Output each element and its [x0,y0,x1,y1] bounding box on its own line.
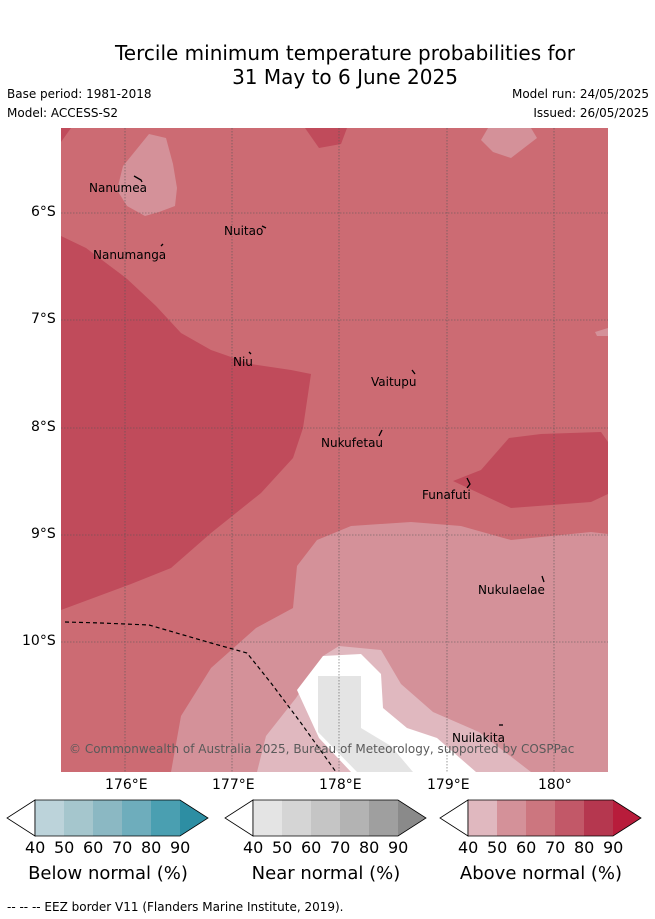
place-label-nukulaelae: Nukulaelae [478,583,545,597]
eez-legend-footer: -- -- -- EEZ border V11 (Flanders Marine… [7,900,344,914]
colorbar-segment [311,800,340,836]
colorbar-title-near: Near normal (%) [251,863,401,884]
lat-label-6s: 6°S [31,204,56,220]
colorbar-tick-label: 60 [301,838,322,857]
colorbar-tick-label: 50 [54,838,75,857]
colorbar-tick-label: 70 [112,838,133,857]
map-title-line2: 31 May to 6 June 2025 [232,65,458,89]
colorbar-near-normal [224,799,427,837]
above-normal-40-east-edge [595,328,608,336]
model-run: Model run: 24/05/2025 [511,87,649,101]
colorbar-tick-label: 70 [330,838,351,857]
islands [133,175,545,726]
colorbar-extension-low [439,799,469,837]
colorbar-extension-high [613,800,641,836]
lat-label-10s: 10°S [22,633,56,649]
colorbar-tick-label: 80 [141,838,162,857]
lon-label-178e: 178°E [319,777,362,793]
lon-label-180: 180° [538,777,572,793]
colorbar-segment [497,800,526,836]
colorbar-below-normal [6,799,209,837]
above-normal-40-northeast [481,128,537,158]
colorbar-segment [64,800,93,836]
map-title-line1: Tercile minimum temperature probabilitie… [114,41,576,65]
lat-label-7s: 7°S [31,311,56,327]
colorbar-extension-low [224,799,254,837]
colorbar-outline [467,799,642,837]
place-label-niu: Niu [233,355,253,369]
colorbar-segment [253,800,282,836]
lon-label-179e: 179°E [427,777,470,793]
lat-label-9s: 9°S [31,526,56,542]
place-label-nuilakita: Nuilakita [452,731,505,745]
colorbar-segment [584,800,613,836]
colorbar-tick-label: 80 [574,838,595,857]
lon-label-176e: 176°E [105,777,148,793]
colorbar-title-above: Above normal (%) [459,863,623,884]
colorbar-tick-label: 80 [359,838,380,857]
place-label-nuitao: Nuitao [224,224,264,238]
colorbar-outline [252,799,427,837]
colorbar-extension-low [6,799,36,837]
colorbar-tick-label: 40 [458,838,479,857]
model-name: Model: ACCESS-S2 [7,106,119,120]
above-normal-40-nanumea [117,134,177,216]
colorbar-segment [35,800,64,836]
map-panel [61,128,608,772]
place-label-nanumea: Nanumea [89,181,147,195]
colorbar-above-normal [439,799,642,837]
colorbar-segment [93,800,122,836]
colorbar-segment [282,800,311,836]
colorbar-tick-label: 40 [243,838,264,857]
near-normal-40-area [318,676,413,772]
colorbar-tick-label: 90 [603,838,624,857]
colorbar-segment [369,800,398,836]
base-period: Base period: 1981-2018 [7,87,152,101]
colorbar-tick-label: 40 [25,838,46,857]
colorbar-segment [555,800,584,836]
colorbar-tick-label: 90 [388,838,409,857]
place-label-funafuti: Funafuti [422,488,471,502]
colorbar-tick-label: 70 [545,838,566,857]
colorbar-tick-label: 50 [272,838,293,857]
colorbar-tick-label: 60 [516,838,537,857]
colorbar-extension-high [398,800,426,836]
colorbar-tick-label: 60 [83,838,104,857]
graticule [61,128,608,772]
colorbar-segment [526,800,555,836]
above-normal-60-top [305,128,347,148]
colorbar-segment [122,800,151,836]
issued-date: Issued: 26/05/2025 [533,106,649,120]
above-normal-60-east [453,432,608,508]
colorbar-tick-label: 50 [487,838,508,857]
colorbar-segment [151,800,180,836]
above-normal-60-west [61,236,311,610]
place-label-nukufetau: Nukufetau [321,436,384,450]
lon-label-177e: 177°E [212,777,255,793]
colorbar-segment [468,800,497,836]
colorbar-outline [34,799,209,837]
colorbar-title-below: Below normal (%) [28,863,188,884]
lat-label-8s: 8°S [31,419,56,435]
colorbar-segment [340,800,369,836]
above-normal-60-north [61,128,71,142]
place-label-nanumanga: Nanumanga [93,248,167,262]
above-normal-40-south [171,522,608,772]
colorbar-tick-label: 90 [170,838,191,857]
eez-border [64,621,337,772]
copyright-credit: © Commonwealth of Australia 2025, Bureau… [69,742,575,756]
colorbar-extension-high [180,800,208,836]
place-label-vaitupu: Vaitupu [371,375,417,389]
